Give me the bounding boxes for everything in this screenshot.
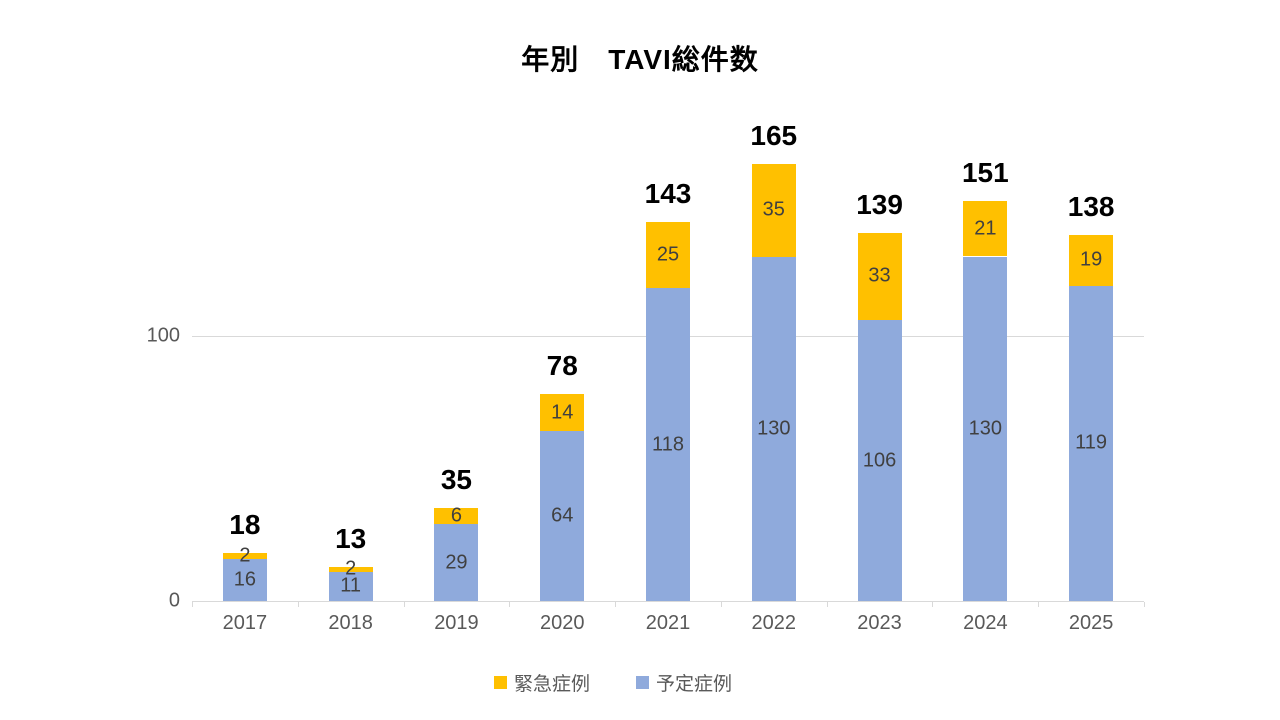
- bar-2025-emergency-segment: [1069, 235, 1114, 286]
- bar-2019-emergency-value: 6: [450, 504, 462, 527]
- bar-2025-planned-segment: [1069, 285, 1114, 601]
- bar-2018-emergency-value: 2: [345, 557, 357, 580]
- bar-2022-planned-value: 130: [757, 417, 791, 440]
- bar-2017-planned-value: 16: [233, 568, 256, 591]
- bar-2023-planned-value: 106: [862, 449, 897, 472]
- legend-label-emergency: 緊急症例: [514, 674, 591, 695]
- bar-2019-emergency-segment: [434, 508, 479, 525]
- bar-2020-emergency-segment: [540, 394, 585, 432]
- bar-2021-planned-value: 118: [652, 433, 684, 456]
- bar-2021-planned-segment: [646, 288, 690, 601]
- bar-2024-planned-segment: [963, 256, 1008, 601]
- x-axis-tick: [403, 602, 405, 607]
- bar-2021-total-value: 143: [644, 178, 692, 210]
- bar-2019-total-value: 35: [440, 464, 473, 496]
- bar-2024-emergency-segment: [963, 200, 1008, 257]
- legend-entry-planned: 予定症例: [636, 669, 732, 696]
- bar-2017-emergency-value: 2: [239, 544, 251, 567]
- bar-2017-emergency-segment: [222, 553, 267, 559]
- x-axis-tick: [297, 602, 299, 607]
- legend-entry-emergency: 緊急症例: [494, 669, 590, 696]
- bar-2021-emergency-segment: [646, 222, 690, 289]
- x-axis-label-2024: 2024: [963, 612, 1008, 634]
- bar-2020-planned-value: 64: [551, 504, 574, 527]
- bar-2020-total-value: 78: [546, 350, 578, 382]
- bar-2022-planned-segment: [751, 256, 796, 601]
- x-axis-tick: [615, 602, 617, 607]
- bar-2023-emergency-value: 33: [868, 264, 891, 287]
- bar-2024-emergency-value: 21: [974, 217, 997, 240]
- x-axis-label-2022: 2022: [751, 612, 797, 634]
- bar-2021-emergency-value: 25: [656, 243, 680, 266]
- bar-2024-planned-value: 130: [968, 417, 1003, 440]
- x-axis-label-2017: 2017: [222, 612, 268, 634]
- bar-2020-emergency-value: 14: [551, 401, 574, 424]
- x-axis-tick: [720, 602, 722, 607]
- bar-2018-planned-segment: [328, 571, 373, 601]
- bar-2025-total-value: 138: [1067, 191, 1115, 223]
- x-axis-tick: [932, 602, 934, 607]
- bar-2022-emergency-value: 35: [762, 198, 785, 221]
- bar-2025-emergency-value: 19: [1079, 248, 1103, 271]
- x-axis-tick: [1144, 602, 1145, 607]
- x-axis-label-2020: 2020: [539, 612, 585, 634]
- legend-label-planned: 予定症例: [656, 674, 733, 695]
- bar-2018-total-value: 13: [335, 522, 367, 554]
- bar-2019-planned-segment: [434, 524, 479, 601]
- x-axis-label-2021: 2021: [645, 612, 691, 634]
- x-axis-tick: [192, 602, 193, 607]
- bar-2023-total-value: 139: [856, 188, 903, 220]
- x-axis-label-2023: 2023: [857, 612, 902, 634]
- planned-swatch-icon: [636, 676, 650, 689]
- bar-2018-planned-value: 11: [340, 574, 362, 597]
- y-axis-label-100: 100: [146, 324, 180, 347]
- bar-2022-emergency-segment: [751, 163, 796, 257]
- bar-2018-emergency-segment: [328, 566, 373, 572]
- bar-2019-planned-value: 29: [445, 551, 468, 574]
- x-axis-line: [192, 601, 1144, 602]
- emergency-swatch-icon: [494, 676, 507, 689]
- x-axis-tick: [826, 602, 828, 607]
- bar-2023-emergency-segment: [857, 232, 902, 321]
- bar-2022-total-value: 165: [750, 119, 798, 151]
- x-axis-label-2019: 2019: [434, 612, 479, 634]
- bar-2020-planned-segment: [540, 431, 585, 601]
- x-axis-tick: [1038, 602, 1040, 607]
- chart-title: 年別 TAVI総件数: [521, 44, 759, 75]
- bar-2024-total-value: 151: [961, 156, 1009, 188]
- x-axis-tick: [509, 602, 511, 607]
- bar-2017-total-value: 18: [229, 509, 261, 541]
- legend: 緊急症例 予定症例: [494, 669, 732, 696]
- y-axis-label-0: 0: [168, 589, 180, 612]
- x-axis-label-2025: 2025: [1068, 612, 1114, 634]
- bar-2025-planned-value: 119: [1075, 431, 1108, 454]
- bar-2017-planned-segment: [222, 558, 267, 601]
- x-axis-label-2018: 2018: [328, 612, 373, 634]
- bar-2023-planned-segment: [857, 320, 902, 601]
